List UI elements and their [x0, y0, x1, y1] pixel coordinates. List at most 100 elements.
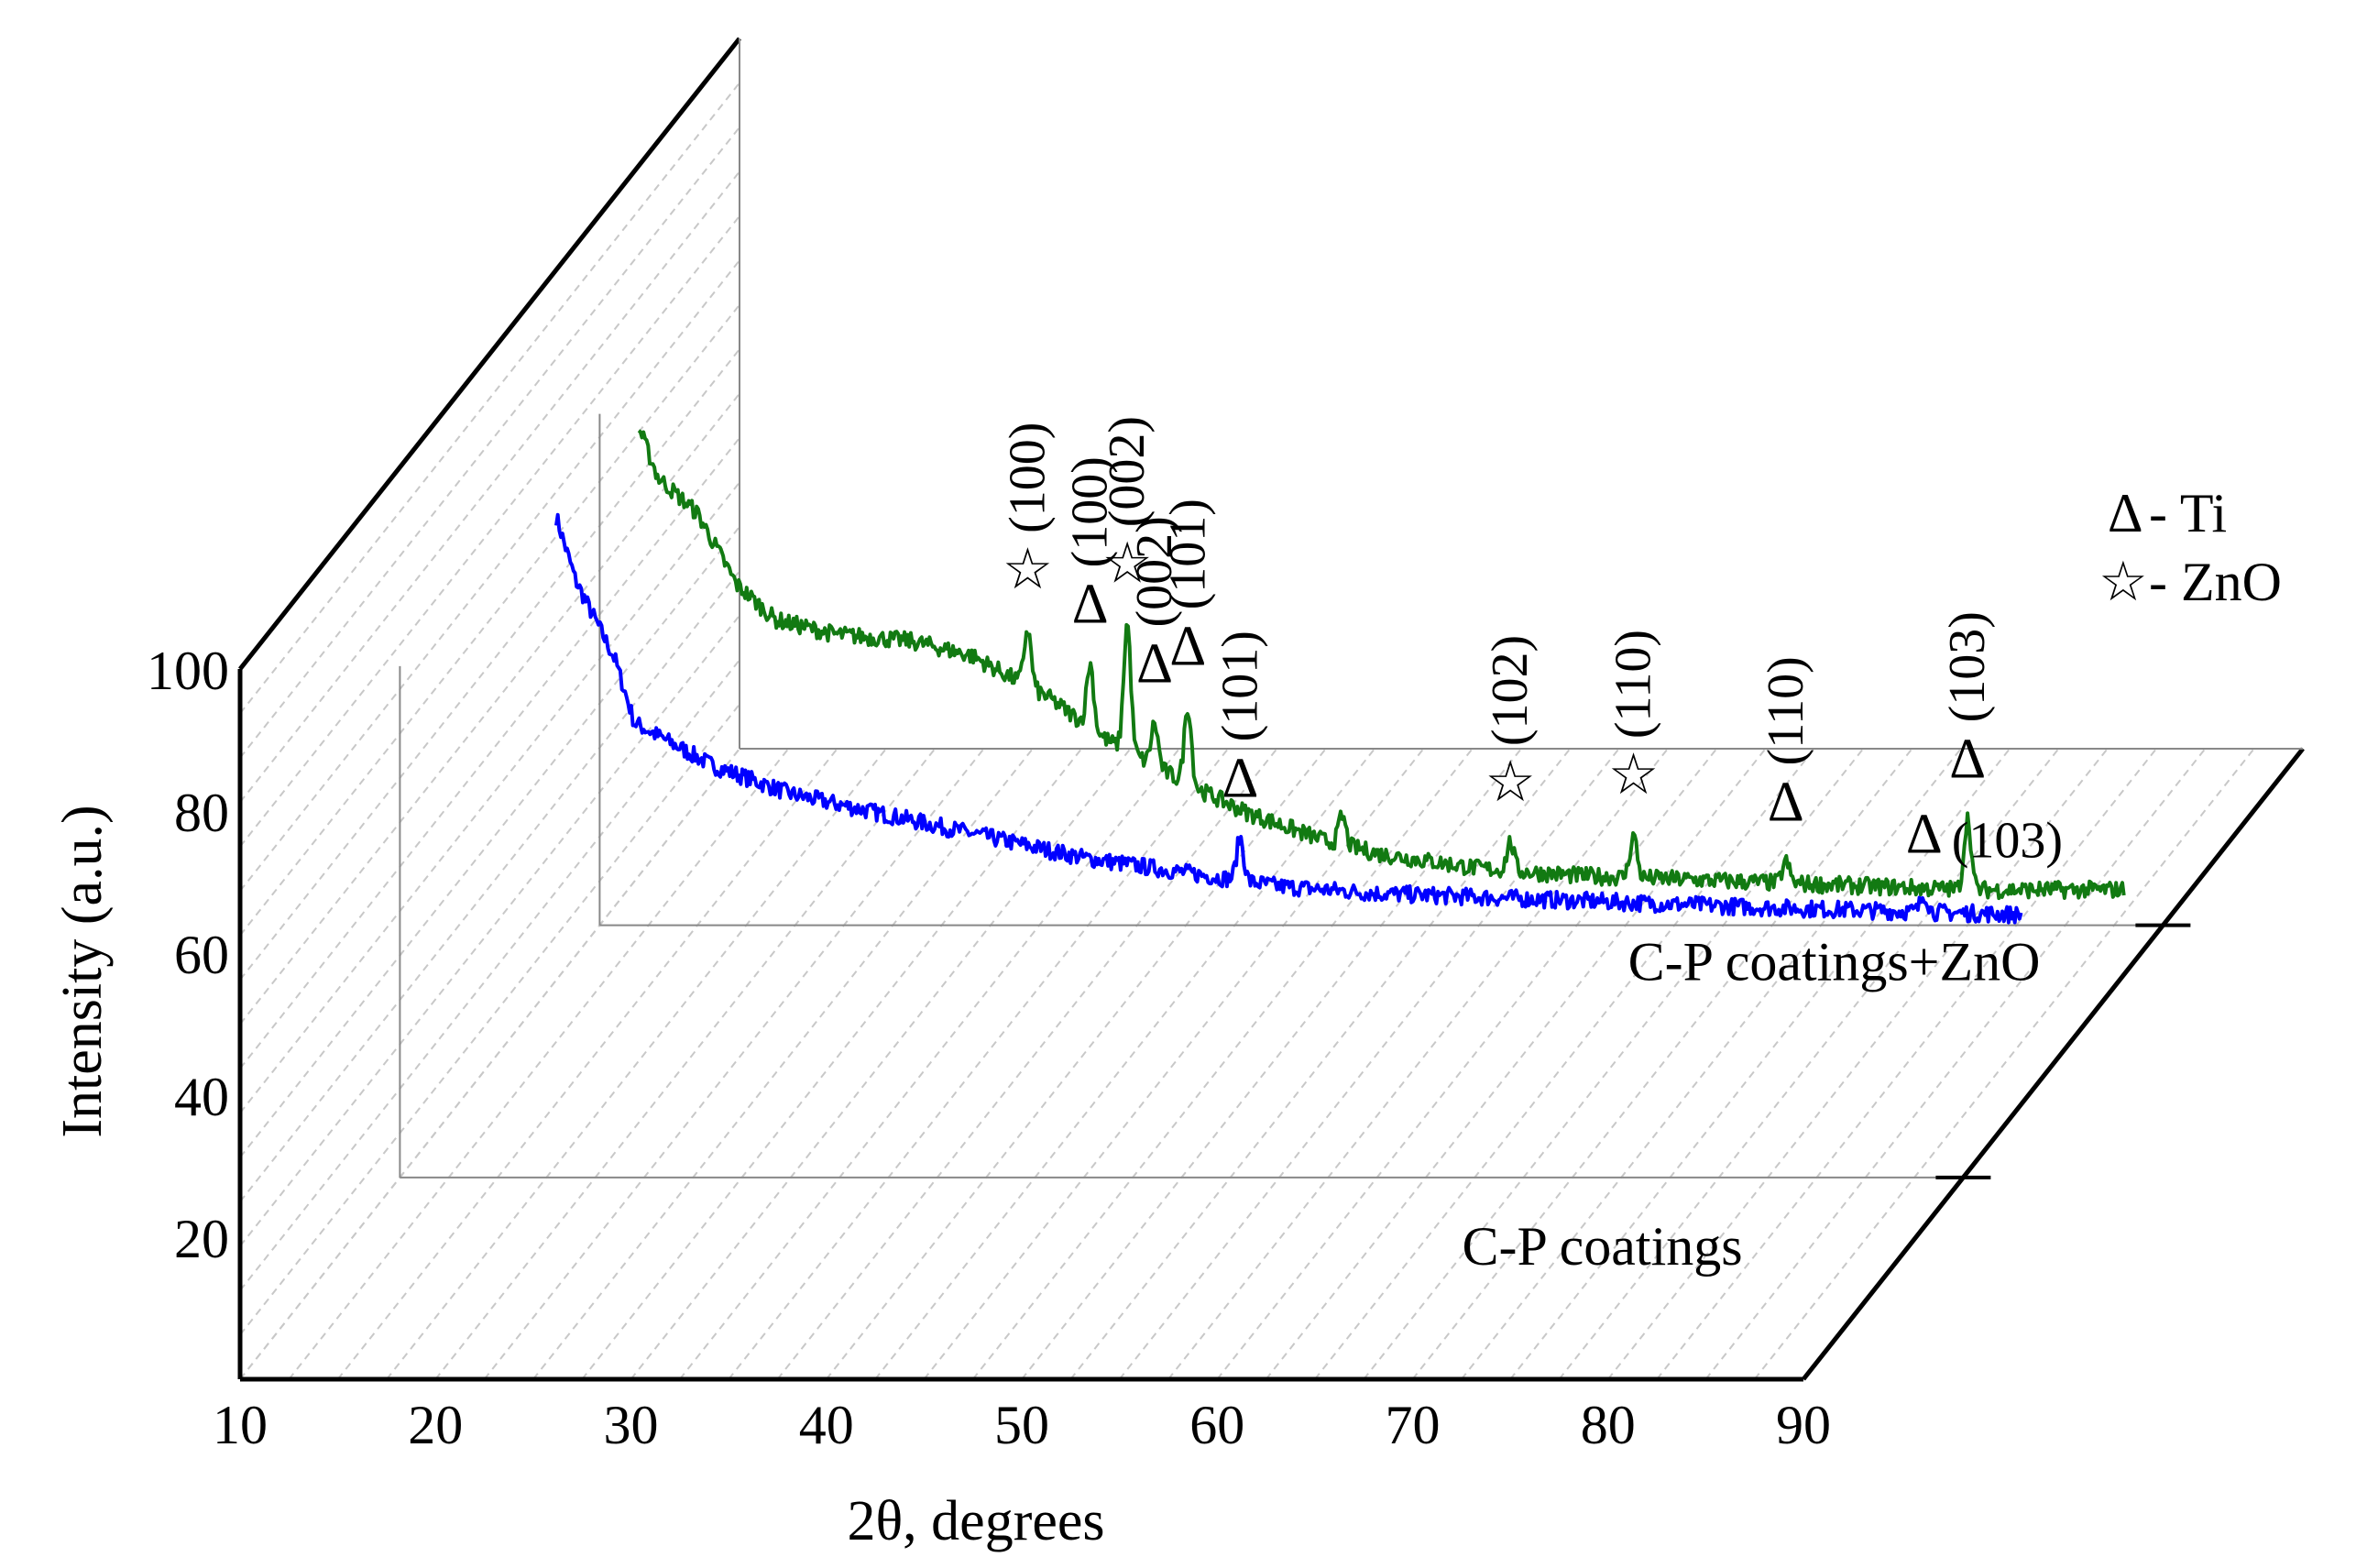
- zno-star-icon: ☆: [1485, 751, 1536, 814]
- hkl-label: (101): [1211, 630, 1268, 741]
- wall-grid-line: [239, 437, 740, 1069]
- legend-zno-label: - ZnO: [2149, 552, 2282, 612]
- floor-grid-line: [532, 748, 1034, 1380]
- wall-grid-line: [239, 259, 740, 892]
- x-tick-label: 50: [994, 1395, 1049, 1455]
- wall-grid-line: [239, 304, 740, 937]
- wall-grid-line: [239, 348, 740, 981]
- zno-star-icon: ☆: [1003, 539, 1054, 601]
- floor-grid-line: [581, 748, 1082, 1380]
- legend-ti-label: - Ti: [2149, 483, 2227, 543]
- floor-grid-line: [630, 748, 1132, 1380]
- wall-grid-line: [239, 215, 740, 848]
- hkl-label: (103): [1939, 611, 1996, 722]
- floor-grid-line: [971, 748, 1474, 1380]
- grid-lines: [239, 38, 2304, 1380]
- floor-grid-line: [483, 748, 985, 1380]
- legend: Δ - Ti ☆ - ZnO: [2098, 483, 2282, 612]
- floor-grid-line: [1021, 748, 1522, 1380]
- wall-grid-line: [239, 82, 740, 715]
- y-axis-label: Intensity (a.u.): [51, 805, 114, 1137]
- floor-grid-line: [1558, 748, 2060, 1380]
- x-tick-label: 30: [604, 1395, 659, 1455]
- floor-grid-line: [1363, 748, 1864, 1380]
- floor-grid-line: [288, 748, 790, 1380]
- peak-annotations: Δ(101)Δ (103)☆(100)Δ(100)☆(002)Δ(002)Δ(10…: [999, 416, 2063, 870]
- ti-triangle-icon: Δ: [1169, 615, 1206, 677]
- wall-grid-line: [239, 748, 740, 1380]
- floor-grid-line: [1216, 748, 1718, 1380]
- y-tick-label: 20: [174, 1209, 229, 1269]
- series-layer: [554, 429, 2126, 925]
- floor-grid-line: [1411, 748, 1913, 1380]
- floor-grid-line: [386, 748, 887, 1380]
- wall-grid-line: [239, 392, 740, 1025]
- hkl-label: (100): [1062, 456, 1119, 567]
- legend-zno-star-icon: ☆: [2098, 552, 2148, 612]
- axis-ticks: 10 20 30 40 50 60 70 80 90 20 40 60 80 100: [147, 641, 1831, 1455]
- wall-grid-line: [239, 126, 740, 759]
- x-tick-label: 70: [1386, 1395, 1441, 1455]
- wall-grid-line: [239, 481, 740, 1113]
- floor-grid-line: [1606, 748, 2109, 1380]
- y-tick-label: 80: [174, 783, 229, 843]
- hkl-label: (100): [999, 422, 1056, 533]
- series-label-cp: C-P coatings: [1463, 1216, 1743, 1277]
- x-axis-label: 2θ, degrees: [847, 1490, 1104, 1552]
- wall-grid-line: [239, 659, 740, 1291]
- wall-grid-line: [239, 170, 740, 803]
- hkl-label: (002): [1126, 516, 1183, 627]
- hkl-label: (102): [1482, 635, 1539, 746]
- zno-star-icon: ☆: [1608, 744, 1660, 806]
- ti-triangle-icon: Δ: [1949, 728, 1986, 790]
- hkl-label: (110): [1605, 630, 1661, 739]
- ti-triangle-icon: Δ: [1136, 633, 1173, 696]
- floor-grid-line: [825, 748, 1327, 1380]
- series-line-1: [637, 429, 2126, 901]
- floor-grid-line: [679, 748, 1180, 1380]
- ti-triangle-icon: Δ: [1222, 747, 1258, 809]
- x-tick-label: 10: [213, 1395, 268, 1455]
- floor-grid-line: [874, 748, 1375, 1380]
- floor-grid-line: [776, 748, 1278, 1380]
- floor-grid-line: [434, 748, 937, 1380]
- hkl-label: (110): [1758, 656, 1814, 765]
- hkl-label: (101): [1159, 499, 1216, 609]
- floor-grid-line: [1753, 748, 2255, 1380]
- x-tick-label: 60: [1189, 1395, 1244, 1455]
- floor-grid-line: [1069, 748, 1572, 1380]
- ti-triangle-icon: Δ: [1768, 771, 1804, 833]
- series-label-cp-zno: C-P coatings+ZnO: [1628, 932, 2041, 992]
- floor-grid-line: [1509, 748, 2011, 1380]
- wall-grid-line: [239, 526, 740, 1158]
- x-tick-label: 80: [1581, 1395, 1636, 1455]
- floor-grid-line: [1461, 748, 1962, 1380]
- wall-grid-line: [239, 703, 740, 1336]
- top-depth-edge: [238, 37, 741, 671]
- y-tick-label: 60: [174, 925, 229, 985]
- floor-grid-line: [1656, 748, 2157, 1380]
- hkl-label: (002): [1099, 416, 1156, 527]
- zno-star-icon: ☆: [1101, 532, 1153, 595]
- floor-grid-line: [1265, 748, 1767, 1380]
- series-line-0: [554, 512, 2023, 925]
- wall-grid-line: [239, 570, 740, 1202]
- floor-grid-line: [1314, 748, 1815, 1380]
- ti-triangle-icon: Δ: [1906, 804, 1943, 866]
- legend-ti-triangle-icon: Δ: [2108, 483, 2143, 543]
- axes-frame: [237, 37, 2305, 1382]
- floor-grid-line: [336, 748, 838, 1380]
- floor-grid-line: [728, 748, 1229, 1380]
- x-tick-label: 40: [799, 1395, 854, 1455]
- floor-grid-line: [923, 748, 1425, 1380]
- floor-grid-line: [1118, 748, 1620, 1380]
- floor-grid-line: [1704, 748, 2207, 1380]
- y-tick-label: 100: [147, 641, 229, 701]
- hkl-label: (103): [1952, 813, 2063, 870]
- x-tick-label: 20: [408, 1395, 463, 1455]
- right-depth-edge: [1802, 747, 2305, 1381]
- wall-grid-line: [239, 615, 740, 1247]
- x-tick-label: 90: [1776, 1395, 1831, 1455]
- y-tick-label: 40: [174, 1067, 229, 1127]
